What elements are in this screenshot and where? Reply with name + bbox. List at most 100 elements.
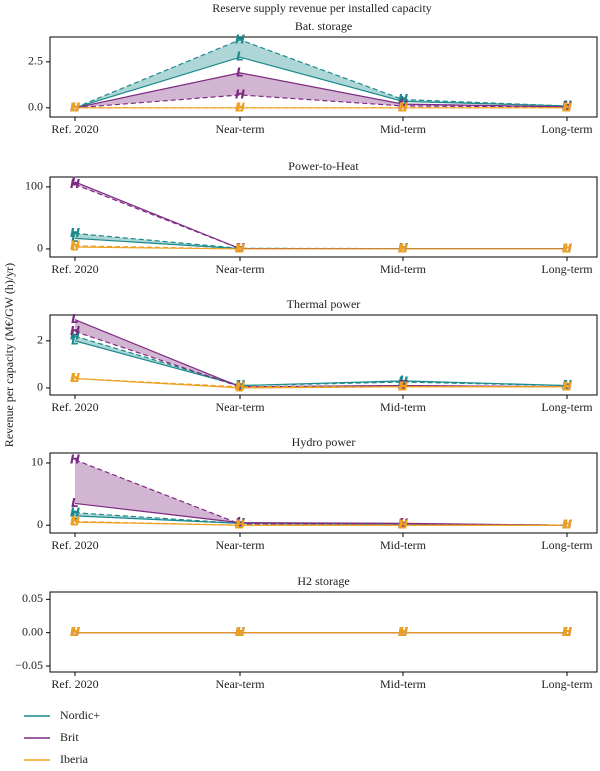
high-marker: H <box>70 505 80 519</box>
high-marker: H <box>398 98 408 112</box>
range-area <box>75 233 567 249</box>
low-marker: L <box>563 518 571 532</box>
high-marker: H <box>70 625 80 639</box>
high-marker: H <box>398 516 408 530</box>
low-marker: L <box>563 98 571 112</box>
high-marker: H <box>562 518 572 532</box>
low-marker: L <box>399 241 407 255</box>
low-marker: L <box>71 625 79 639</box>
high-marker: H <box>70 625 80 639</box>
high-marker: H <box>235 241 245 255</box>
subplot-title: Hydro power <box>292 435 356 449</box>
high-marker: H <box>398 100 408 114</box>
x-tick-label: Mid-term <box>380 122 427 136</box>
high-marker: H <box>235 625 245 639</box>
high-marker: H <box>70 329 80 343</box>
high-marker: H <box>70 226 80 240</box>
axes-frame <box>49 452 598 534</box>
subplot-title: Bat. storage <box>295 19 352 33</box>
high-marker: H <box>398 625 408 639</box>
low-marker: L <box>236 625 244 639</box>
high-marker: H <box>562 518 572 532</box>
high-marker: H <box>235 32 245 46</box>
high-line <box>74 377 567 388</box>
low-marker: L <box>71 508 79 522</box>
low-marker: L <box>236 50 244 64</box>
low-marker: L <box>399 625 407 639</box>
legend-label: Nordic+ <box>60 708 100 722</box>
low-marker: L <box>236 241 244 255</box>
high-marker: H <box>398 92 408 106</box>
figure-title: Reserve supply revenue per installed cap… <box>212 1 432 15</box>
low-line <box>74 72 568 109</box>
low-marker: L <box>71 100 79 114</box>
x-tick-label: Near-term <box>215 677 265 691</box>
x-tick-label: Long-term <box>541 262 593 276</box>
low-marker: L <box>236 379 244 393</box>
low-marker: L <box>399 379 407 393</box>
low-marker: L <box>236 241 244 255</box>
range-area <box>75 72 567 108</box>
high-marker: H <box>562 379 572 393</box>
low-marker: L <box>563 100 571 114</box>
high-marker: H <box>398 241 408 255</box>
x-tick-label: Ref. 2020 <box>51 400 98 414</box>
low-marker: L <box>236 625 244 639</box>
low-marker: L <box>563 625 571 639</box>
high-line <box>74 183 567 250</box>
x-tick-label: Near-term <box>215 538 265 552</box>
x-tick-label: Mid-term <box>380 400 427 414</box>
high-marker: H <box>562 378 572 392</box>
low-marker: L <box>563 379 571 393</box>
high-marker: H <box>235 379 245 393</box>
high-marker: H <box>235 518 245 532</box>
high-marker: H <box>70 100 80 114</box>
high-marker: H <box>235 100 245 114</box>
low-marker: L <box>236 518 244 532</box>
low-marker: L <box>71 231 79 245</box>
axes-frame <box>49 176 598 258</box>
high-marker: H <box>398 516 408 530</box>
low-marker: L <box>399 97 407 111</box>
y-tick-label: 2 <box>37 333 43 347</box>
x-tick-label: Mid-term <box>380 262 427 276</box>
high-line <box>74 459 568 526</box>
high-marker: H <box>398 625 408 639</box>
high-marker: H <box>235 241 245 255</box>
low-line <box>74 181 567 250</box>
high-marker: H <box>562 241 572 255</box>
high-marker: H <box>70 324 80 338</box>
low-marker: L <box>71 100 79 114</box>
subplot-title: H2 storage <box>297 574 349 588</box>
low-marker: L <box>71 625 79 639</box>
low-marker: L <box>399 100 407 114</box>
x-tick-label: Long-term <box>541 538 593 552</box>
high-marker: H <box>562 99 572 113</box>
high-marker: H <box>398 375 408 389</box>
range-area <box>75 459 567 526</box>
high-marker: H <box>562 518 572 532</box>
low-marker: L <box>236 380 244 394</box>
subplot-title: Power-to-Heat <box>288 159 359 173</box>
high-marker: H <box>562 379 572 393</box>
high-marker: H <box>398 379 408 393</box>
low-marker: L <box>399 378 407 392</box>
high-marker: H <box>235 241 245 255</box>
y-tick-label: 0.05 <box>22 591 43 605</box>
y-tick-label: 0.0 <box>28 100 43 114</box>
high-marker: H <box>70 100 80 114</box>
high-marker: H <box>398 378 408 392</box>
range-area <box>75 319 567 387</box>
high-marker: H <box>235 625 245 639</box>
high-line <box>74 520 567 526</box>
high-marker: H <box>562 98 572 112</box>
low-marker: L <box>71 333 79 347</box>
low-marker: L <box>71 625 79 639</box>
high-marker: H <box>70 452 80 466</box>
low-marker: L <box>563 241 571 255</box>
legend-label: Iberia <box>60 752 89 766</box>
low-marker: L <box>563 99 571 113</box>
low-marker: L <box>399 241 407 255</box>
x-tick-label: Ref. 2020 <box>51 262 98 276</box>
low-marker: L <box>71 312 79 326</box>
